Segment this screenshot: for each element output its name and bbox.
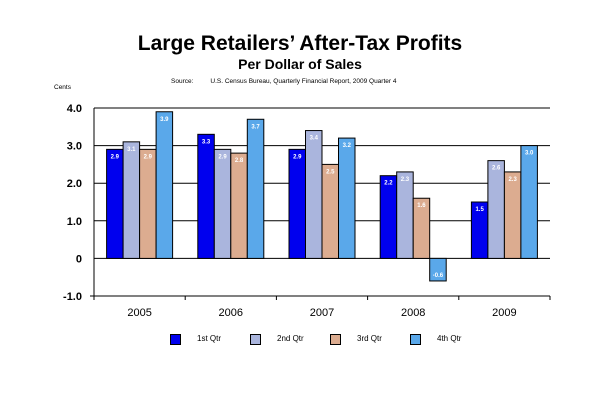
legend-label: 2nd Qtr — [277, 334, 304, 343]
legend-swatch — [170, 333, 181, 345]
data-label: 2.8 — [235, 158, 244, 164]
legend-item: 2nd Qtr — [250, 331, 304, 347]
bar — [520, 145, 538, 259]
data-label: 1.6 — [417, 203, 426, 209]
bar — [429, 257, 447, 282]
bar — [338, 137, 356, 259]
y-tick-label: 4.0 — [67, 103, 82, 115]
data-label: 3.1 — [127, 147, 136, 153]
data-label: -0.6 — [433, 273, 444, 279]
legend-label: 1st Qtr — [197, 334, 222, 343]
bar — [106, 148, 124, 259]
x-tick-label: 2008 — [401, 307, 425, 319]
bar — [321, 163, 339, 259]
data-label: 2.2 — [384, 181, 393, 187]
x-tick-label: 2009 — [492, 307, 516, 319]
data-label: 3.2 — [343, 143, 352, 149]
data-label: 2.3 — [508, 177, 517, 183]
data-label: 3.3 — [202, 139, 211, 145]
data-label: 3.0 — [525, 151, 534, 157]
legend-label: 3rd Qtr — [357, 334, 382, 343]
bar — [288, 148, 306, 259]
legend: 1st Qtr 2nd Qtr 3rd Qtr 4th Qtr — [160, 331, 480, 347]
x-tick-label: 2007 — [310, 307, 334, 319]
legend-item: 3rd Qtr — [330, 331, 382, 347]
bar — [305, 130, 323, 259]
bar — [197, 133, 215, 259]
x-tick-label: 2006 — [219, 307, 243, 319]
data-label: 1.5 — [475, 207, 484, 213]
legend-swatch — [250, 333, 261, 345]
bar — [230, 152, 248, 259]
bar — [396, 171, 414, 259]
data-label: 3.4 — [310, 136, 319, 142]
legend-label: 4th Qtr — [437, 334, 462, 343]
legend-item: 1st Qtr — [170, 331, 221, 347]
chart-subtitle: Per Dollar of Sales — [238, 56, 362, 72]
bar — [213, 148, 232, 259]
legend-item: 4th Qtr — [410, 331, 461, 347]
data-label: 3.7 — [251, 124, 260, 130]
bar — [155, 111, 174, 259]
source-text: U.S. Census Bureau, Quarterly Financial … — [210, 78, 397, 85]
source-label: Source: — [171, 78, 194, 85]
y-tick-label: 1.0 — [67, 216, 82, 228]
bar — [246, 118, 265, 259]
data-label: 2.9 — [293, 154, 302, 160]
bar — [503, 171, 522, 259]
y-tick-label: 0 — [76, 253, 82, 265]
bar — [412, 197, 431, 259]
legend-swatch — [330, 333, 341, 345]
data-label: 2.5 — [326, 169, 335, 175]
data-label: 2.6 — [492, 166, 501, 172]
y-unit-label: Cents — [54, 84, 71, 91]
source-note: Source: U.S. Census Bureau, Quarterly Fin… — [171, 77, 396, 86]
chart-title: Large Retailers’ After-Tax Profits — [137, 32, 463, 55]
y-tick-label: 2.0 — [67, 178, 82, 190]
bar — [139, 148, 157, 259]
bar — [122, 141, 141, 259]
data-label: 2.9 — [111, 154, 120, 160]
y-tick-label: -1.0 — [63, 291, 82, 303]
data-label: 2.3 — [401, 177, 410, 183]
data-label: 2.9 — [218, 154, 227, 160]
bar — [379, 175, 398, 259]
data-label: 2.9 — [144, 154, 153, 160]
data-label: 3.9 — [160, 117, 169, 123]
bar — [487, 160, 505, 259]
y-tick-label: 3.0 — [67, 141, 82, 153]
legend-swatch — [410, 333, 421, 345]
x-tick-label: 2005 — [127, 307, 151, 319]
